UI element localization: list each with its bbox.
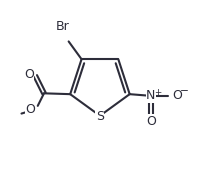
Text: O: O — [24, 68, 34, 81]
Text: N: N — [146, 89, 155, 102]
Text: Br: Br — [56, 20, 70, 33]
Text: −: − — [180, 86, 189, 96]
Text: O: O — [25, 103, 35, 116]
Text: S: S — [96, 110, 104, 123]
Text: +: + — [154, 88, 161, 97]
Text: O: O — [173, 89, 182, 102]
Text: O: O — [146, 115, 156, 128]
